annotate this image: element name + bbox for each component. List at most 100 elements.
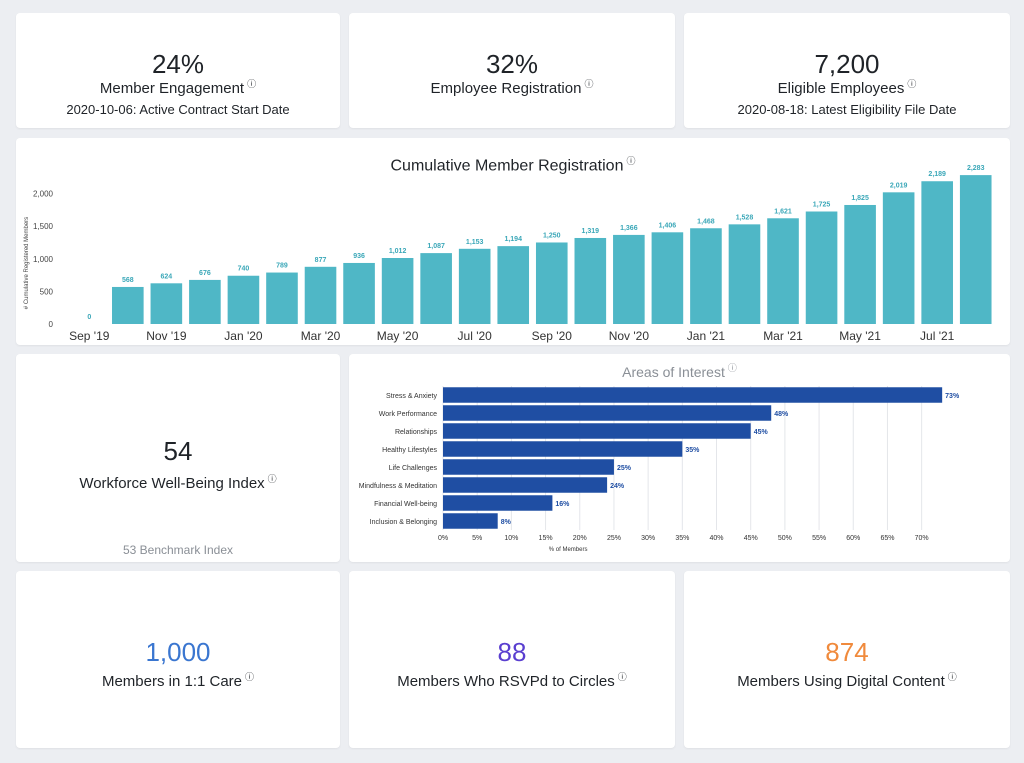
x-tick-label: Sep '20 bbox=[532, 329, 573, 343]
x-tick-label: 20% bbox=[573, 535, 587, 542]
kpi-sub: 2020-08-18: Latest Eligibility File Date bbox=[737, 102, 957, 117]
bar-value-label: 1,528 bbox=[736, 214, 754, 221]
bar-value-label: 48% bbox=[774, 411, 789, 418]
bar-value-label: 568 bbox=[122, 277, 134, 284]
bar-value-label: 1,406 bbox=[659, 222, 677, 229]
bar-value-label: 877 bbox=[315, 257, 327, 264]
category-label: Work Performance bbox=[379, 411, 437, 418]
info-icon[interactable] bbox=[948, 673, 957, 682]
bar-value-label: 1,194 bbox=[504, 236, 522, 243]
y-tick-label: 1,000 bbox=[33, 255, 54, 264]
bar bbox=[266, 272, 298, 324]
bar-value-label: 1,468 bbox=[697, 218, 715, 225]
kpi-label: Members in 1:1 Care bbox=[16, 672, 340, 692]
bar bbox=[443, 495, 553, 511]
x-tick-label: 50% bbox=[778, 535, 792, 542]
bar bbox=[844, 204, 876, 324]
category-label: Healthy Lifestyles bbox=[382, 447, 437, 454]
x-tick-label: 15% bbox=[539, 535, 553, 542]
y-axis-label: # Cumulative Registered Members bbox=[24, 217, 30, 309]
bar-value-label: 2,283 bbox=[967, 165, 985, 172]
bar-value-label: 25% bbox=[617, 465, 632, 472]
bar bbox=[150, 283, 183, 324]
info-icon[interactable] bbox=[268, 475, 277, 484]
registration-chart: # Cumulative Registered Members 0 500 1,000… bbox=[24, 165, 992, 343]
kpi-label: Member Engagement bbox=[16, 79, 340, 99]
bar bbox=[343, 262, 375, 324]
kpi-card-members-circles: 88 Members Who RSVPd to Circles bbox=[349, 571, 675, 748]
bar-value-label: 1,250 bbox=[543, 232, 561, 239]
bar-value-label: 1,153 bbox=[466, 239, 484, 246]
kpi-card-employee-registration: 32% Employee Registration bbox=[349, 13, 675, 128]
x-tick-label: Jul '20 bbox=[458, 329, 493, 343]
bar bbox=[189, 279, 221, 324]
y-tick-label: 2,000 bbox=[33, 190, 54, 199]
bar bbox=[613, 234, 645, 324]
x-tick-label: Jul '21 bbox=[920, 329, 955, 343]
bar bbox=[443, 387, 943, 403]
x-tick-label: Jan '21 bbox=[687, 329, 726, 343]
category-label: Stress & Anxiety bbox=[386, 393, 437, 400]
info-icon[interactable] bbox=[618, 673, 627, 682]
bar bbox=[381, 258, 414, 324]
interest-chart: 0% 5% 10% 15% 20% 25% 30% 35% 40% 45% 50% 55% 60% 65%… bbox=[359, 386, 960, 553]
kpi-label: Members Who RSVPd to Circles bbox=[349, 672, 675, 692]
x-tick-label: Nov '20 bbox=[609, 329, 650, 343]
bar bbox=[227, 275, 260, 324]
kpi-card-member-engagement: 24% Member Engagement 2020-10-06: Active… bbox=[16, 13, 340, 128]
bar bbox=[728, 224, 761, 324]
registration-chart-card: Cumulative Member Registration # Cumulat… bbox=[16, 138, 1010, 345]
category-label: Mindfulness & Meditation bbox=[359, 483, 437, 490]
x-tick-label: 60% bbox=[846, 535, 860, 542]
bar bbox=[921, 181, 953, 324]
x-tick-label: 30% bbox=[641, 535, 655, 542]
info-icon[interactable] bbox=[907, 80, 916, 89]
x-tick-label: Jan '20 bbox=[224, 329, 263, 343]
kpi-value: 1,000 bbox=[145, 637, 211, 667]
kpi-sub: 2020-10-06: Active Contract Start Date bbox=[66, 102, 290, 117]
bar bbox=[420, 253, 452, 324]
bar bbox=[574, 237, 607, 324]
bar bbox=[443, 441, 683, 457]
bar bbox=[112, 286, 144, 324]
kpi-value: 24% bbox=[151, 49, 205, 79]
bar-value-label: 789 bbox=[276, 263, 288, 270]
bar bbox=[882, 192, 915, 324]
info-icon[interactable] bbox=[584, 80, 593, 89]
wellbeing-card: 54 Workforce Well-Being Index 53 Benchma… bbox=[16, 354, 340, 562]
kpi-label: Employee Registration bbox=[349, 79, 675, 99]
wellbeing-value: 54 bbox=[163, 436, 193, 466]
info-icon[interactable] bbox=[247, 80, 256, 89]
category-label: Life Challenges bbox=[389, 465, 438, 472]
bar-value-label: 624 bbox=[161, 273, 173, 280]
bar-value-label: 2,019 bbox=[890, 182, 908, 189]
kpi-value: 88 bbox=[497, 637, 527, 667]
x-tick-label: Sep '19 bbox=[69, 329, 110, 343]
x-tick-label: 65% bbox=[880, 535, 894, 542]
bar-value-label: 0 bbox=[87, 314, 91, 321]
bar bbox=[443, 513, 498, 529]
bar bbox=[497, 246, 530, 324]
y-tick-label: 0 bbox=[49, 320, 54, 329]
bar-value-label: 1,319 bbox=[582, 228, 600, 235]
bar bbox=[805, 211, 838, 324]
bar-value-label: 1,366 bbox=[620, 225, 638, 232]
benchmark-label: 53 Benchmark Index bbox=[122, 543, 234, 557]
bar-value-label: 1,825 bbox=[851, 195, 869, 202]
registration-chart-title: Cumulative Member Registration bbox=[16, 157, 1010, 175]
bar bbox=[690, 228, 722, 324]
info-icon[interactable] bbox=[245, 673, 254, 682]
wellbeing-label: Workforce Well-Being Index bbox=[16, 474, 340, 494]
kpi-value: 7,200 bbox=[814, 49, 880, 79]
category-label: Financial Well-being bbox=[374, 501, 437, 508]
bar-value-label: 1,087 bbox=[427, 243, 445, 250]
bar bbox=[458, 248, 491, 324]
category-label: Inclusion & Belonging bbox=[370, 519, 437, 526]
x-tick-label: 5% bbox=[472, 535, 482, 542]
x-tick-label: 10% bbox=[504, 535, 518, 542]
x-tick-label: May '21 bbox=[839, 329, 881, 343]
bar-value-label: 8% bbox=[501, 519, 512, 526]
x-tick-label: Mar '20 bbox=[301, 329, 341, 343]
x-tick-label: 40% bbox=[710, 535, 724, 542]
interest-chart-title: Areas of Interest bbox=[349, 364, 1010, 380]
